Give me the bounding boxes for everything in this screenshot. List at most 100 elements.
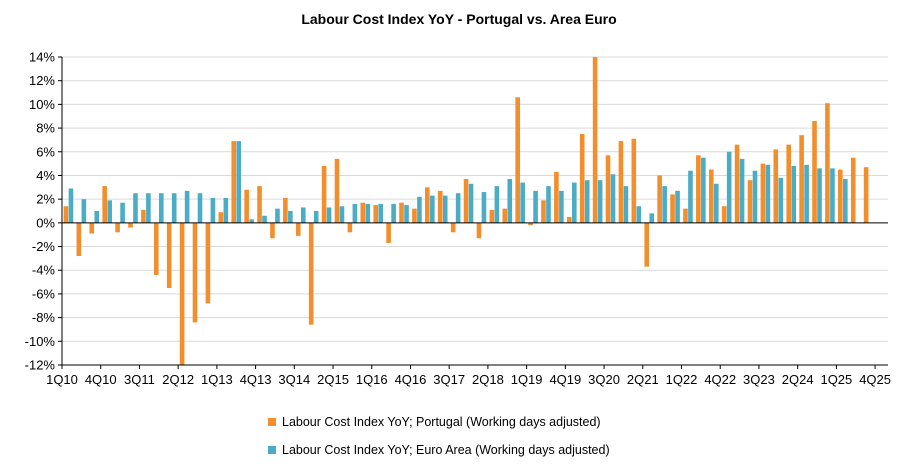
chart-title: Labour Cost Index YoY - Portugal vs. Are… xyxy=(301,11,616,27)
bar-portugal-4q23 xyxy=(773,149,779,223)
y-tick-label: 4% xyxy=(36,168,55,183)
bar-euro-area-2q15 xyxy=(339,206,345,223)
bar-portugal-4q10 xyxy=(102,186,107,223)
bar-portugal-2q17 xyxy=(437,190,443,223)
bar-euro-area-3q15 xyxy=(352,203,358,223)
bar-euro-area-4q20 xyxy=(623,186,629,223)
bar-euro-area-3q10 xyxy=(94,211,100,223)
bar-euro-area-1q14 xyxy=(275,208,280,223)
bar-portugal-1q25 xyxy=(838,169,843,223)
legend-label-portugal: Labour Cost Index YoY; Portugal (Working… xyxy=(282,415,601,429)
bar-euro-area-4q24 xyxy=(830,168,835,223)
bar-portugal-1q12 xyxy=(166,222,172,288)
bar-portugal-3q12 xyxy=(192,222,198,323)
bar-portugal-3q18 xyxy=(502,208,508,223)
y-tick-label: -4% xyxy=(32,263,56,278)
x-tick-label: 1Q25 xyxy=(820,372,852,387)
bar-euro-area-4q15 xyxy=(365,203,371,223)
x-tick-label: 2Q21 xyxy=(627,372,659,387)
bar-euro-area-2q19 xyxy=(546,186,551,223)
bar-portugal-2q24 xyxy=(799,135,804,223)
bar-portugal-4q12 xyxy=(205,222,211,304)
bar-portugal-1q24 xyxy=(786,144,792,223)
bar-portugal-2q14 xyxy=(283,197,288,223)
bar-portugal-3q23 xyxy=(760,163,766,223)
y-tick-label: -10% xyxy=(25,334,56,349)
x-tick-label: 2Q18 xyxy=(472,372,504,387)
bar-euro-area-3q11 xyxy=(146,193,151,223)
bar-euro-area-2q24 xyxy=(804,164,809,223)
y-tick-label: 10% xyxy=(29,97,55,112)
bar-portugal-1q11 xyxy=(115,222,120,233)
y-tick-label: -6% xyxy=(32,286,56,301)
bar-portugal-4q15 xyxy=(360,202,366,223)
y-tick-label: 2% xyxy=(36,192,55,207)
bar-portugal-1q19 xyxy=(528,222,533,226)
bar-portugal-1q20 xyxy=(579,134,585,223)
bar-portugal-2q23 xyxy=(747,180,753,223)
bar-portugal-2q20 xyxy=(592,57,598,223)
bar-portugal-4q21 xyxy=(670,194,675,223)
bar-euro-area-3q17 xyxy=(455,193,461,223)
bar-portugal-3q16 xyxy=(399,202,404,223)
bar-portugal-2q12 xyxy=(179,222,185,365)
x-tick-label: 2Q15 xyxy=(317,372,349,387)
x-tick-label: 1Q13 xyxy=(201,372,233,387)
bar-portugal-3q24 xyxy=(812,120,817,223)
bar-euro-area-3q20 xyxy=(610,174,616,223)
bar-portugal-2q22 xyxy=(696,155,701,223)
bar-euro-area-1q25 xyxy=(843,179,848,223)
y-axis-ticks: 14% 12% 10% 8% 6% 4% 2% 0% -2% -4% -6% -8% -10% -12% xyxy=(25,50,62,373)
bar-portugal-2q16 xyxy=(386,222,391,243)
y-tick-label: 6% xyxy=(36,144,55,159)
bar-portugal-4q20 xyxy=(618,141,624,223)
y-tick-label: 8% xyxy=(36,121,55,136)
x-tick-label: 1Q10 xyxy=(46,372,78,387)
bar-euro-area-1q11 xyxy=(120,202,125,223)
bar-portugal-3q11 xyxy=(141,209,146,223)
bar-euro-area-4q19 xyxy=(571,182,577,223)
axes xyxy=(61,57,888,366)
legend-label-euro-area: Labour Cost Index YoY; Euro Area (Workin… xyxy=(282,443,610,457)
bars xyxy=(63,57,869,365)
bar-euro-area-3q23 xyxy=(765,164,771,223)
bar-portugal-4q13 xyxy=(257,186,262,223)
bar-euro-area-2q23 xyxy=(752,170,758,223)
x-axis-ticks: 1Q10 4Q10 3Q11 2Q12 1Q13 4Q13 3Q14 2Q15 1Q16 4Q16… xyxy=(46,365,891,387)
bar-euro-area-4q12 xyxy=(210,197,216,223)
bar-euro-area-3q12 xyxy=(197,193,203,223)
bar-portugal-2q18 xyxy=(489,209,495,223)
bar-euro-area-2q14 xyxy=(288,211,293,223)
y-tick-label: -12% xyxy=(25,358,56,373)
y-tick-label: -8% xyxy=(32,310,56,325)
bar-portugal-1q22 xyxy=(683,208,688,223)
bar-euro-area-4q13 xyxy=(262,215,267,223)
bar-portugal-3q15 xyxy=(347,222,353,233)
bar-portugal-3q13 xyxy=(244,189,249,223)
bar-portugal-3q17 xyxy=(450,222,456,233)
bar-euro-area-3q24 xyxy=(817,168,822,223)
bar-portugal-4q14 xyxy=(308,222,314,325)
bar-portugal-4q18 xyxy=(515,97,520,223)
bar-euro-area-3q19 xyxy=(559,190,564,223)
bar-portugal-4q11 xyxy=(153,222,159,275)
bar-euro-area-1q19 xyxy=(533,190,538,223)
bar-euro-area-1q17 xyxy=(430,195,435,223)
x-tick-label: 1Q22 xyxy=(666,372,698,387)
bar-euro-area-3q16 xyxy=(404,205,409,223)
x-tick-label: 3Q20 xyxy=(588,372,620,387)
bar-portugal-1q18 xyxy=(476,222,482,239)
bar-euro-area-4q23 xyxy=(778,177,784,223)
bar-euro-area-2q21 xyxy=(649,213,655,223)
x-tick-label: 4Q22 xyxy=(704,372,736,387)
x-tick-label: 2Q12 xyxy=(162,372,194,387)
bar-euro-area-3q13 xyxy=(249,219,254,223)
bar-portugal-2q15 xyxy=(334,158,340,223)
bar-euro-area-3q22 xyxy=(713,183,719,223)
y-tick-label: 0% xyxy=(36,215,55,230)
bar-euro-area-2q17 xyxy=(442,195,448,223)
bar-portugal-4q17 xyxy=(463,179,469,223)
y-tick-label: 12% xyxy=(29,73,55,88)
bar-euro-area-2q10 xyxy=(81,199,87,223)
